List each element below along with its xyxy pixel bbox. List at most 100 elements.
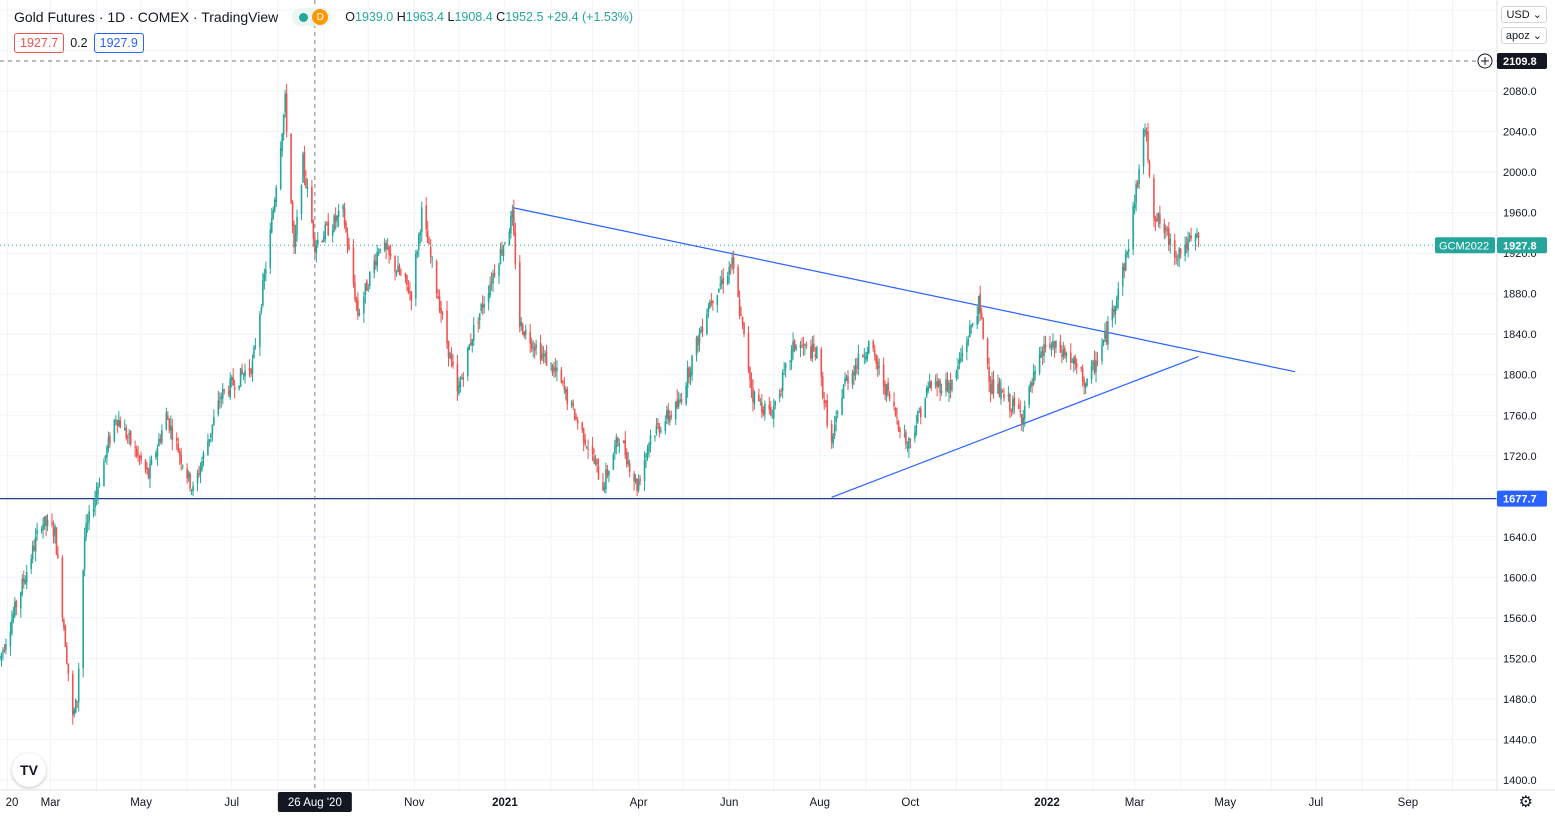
candle-body	[967, 339, 970, 343]
candle-body	[655, 425, 658, 434]
candle-body	[719, 283, 722, 287]
candle-body	[732, 257, 735, 269]
bid-price-box[interactable]: 1927.7	[14, 33, 65, 53]
candle-body	[1113, 309, 1115, 313]
price-tick-label: 1880.0	[1503, 289, 1537, 301]
candle-body	[398, 265, 401, 274]
candle-body	[33, 546, 35, 551]
candles-group	[0, 83, 1200, 725]
candle-body	[1163, 223, 1166, 233]
candle-body	[57, 554, 59, 558]
candle-body	[1185, 242, 1188, 249]
candle-body	[1010, 409, 1013, 413]
candle-body	[597, 466, 600, 480]
candle-body	[1196, 233, 1198, 238]
candle-body	[293, 224, 295, 248]
candle-body	[450, 354, 453, 361]
candle-body	[585, 447, 588, 449]
candle-body	[12, 613, 15, 621]
candle-body	[410, 291, 413, 301]
candle-body	[367, 288, 370, 290]
indicator-inputs: 1927.7 0.2 1927.9	[14, 33, 144, 53]
candle-body	[553, 368, 555, 371]
ask-price-box[interactable]: 1927.9	[93, 33, 144, 53]
candle-body	[269, 229, 272, 268]
candle-body	[406, 274, 408, 285]
candle-body	[940, 391, 943, 393]
candle-body	[426, 230, 429, 243]
candle-body	[489, 284, 491, 296]
settings-gear-icon[interactable]: ⚙	[1518, 794, 1533, 811]
candle-body	[467, 347, 469, 377]
candle-body	[826, 400, 829, 426]
candle-body	[385, 242, 387, 250]
candle-body	[155, 453, 157, 458]
candle-body	[769, 407, 772, 416]
candle-body	[1012, 398, 1014, 412]
candle-body	[253, 347, 255, 358]
candle-body	[1072, 358, 1075, 364]
candle-body	[957, 366, 959, 370]
candle-body	[83, 536, 86, 570]
candle-body	[634, 478, 637, 482]
candle-body	[951, 379, 953, 391]
candle-body	[747, 332, 750, 370]
candle-body	[461, 377, 463, 380]
scale-mode-button[interactable]: apoz ⌄	[1500, 27, 1547, 44]
candle-body	[1105, 330, 1108, 343]
candle-body	[728, 267, 730, 275]
candle-body	[529, 331, 531, 344]
candle-body	[645, 454, 647, 458]
candle-body	[441, 313, 444, 315]
candle-body	[290, 133, 292, 203]
candle-body	[156, 448, 159, 456]
candle-body	[857, 353, 860, 370]
candle-body	[970, 325, 973, 327]
candle-body	[1190, 235, 1192, 239]
candle-body	[654, 436, 656, 438]
tradingview-logo-icon[interactable]: TV	[12, 753, 46, 787]
candle-body	[930, 380, 932, 389]
candle-body	[582, 428, 585, 443]
candle-body	[201, 460, 203, 470]
candle-body	[955, 370, 958, 379]
candle-body	[1028, 386, 1030, 406]
candle-body	[862, 355, 864, 357]
candle-body	[46, 520, 49, 527]
candle-body	[394, 256, 396, 272]
candle-body	[77, 668, 80, 703]
candle-body	[389, 253, 392, 257]
candle-body	[429, 246, 432, 258]
market-status-pill[interactable]: D	[292, 8, 332, 26]
candle-body	[668, 415, 671, 422]
candle-body	[221, 388, 224, 399]
candle-body	[116, 420, 119, 426]
candle-body	[248, 368, 251, 371]
candle-body	[54, 525, 56, 536]
candle-body	[238, 385, 240, 389]
candle-body	[1132, 206, 1134, 250]
candle-body	[758, 394, 760, 402]
candle-body	[64, 625, 67, 647]
candle-body	[477, 322, 480, 324]
currency-button[interactable]: USD ⌄	[1501, 6, 1547, 23]
candle-body	[187, 471, 190, 479]
candle-body	[686, 367, 689, 388]
candle-body	[878, 366, 880, 368]
time-tick-label: Aug	[810, 797, 830, 809]
candle-body	[927, 387, 929, 392]
candle-body	[418, 234, 420, 250]
candle-body	[530, 342, 533, 349]
candle-body	[594, 461, 597, 465]
candle-body	[532, 347, 534, 349]
candle-body	[128, 432, 131, 436]
candle-body	[138, 456, 141, 459]
candle-body	[741, 316, 744, 325]
candle-body	[565, 389, 567, 393]
candle-body	[783, 369, 785, 371]
candle-body	[961, 353, 964, 357]
candle-body	[2, 650, 4, 653]
candle-body	[674, 402, 677, 420]
candle-body	[419, 232, 422, 236]
